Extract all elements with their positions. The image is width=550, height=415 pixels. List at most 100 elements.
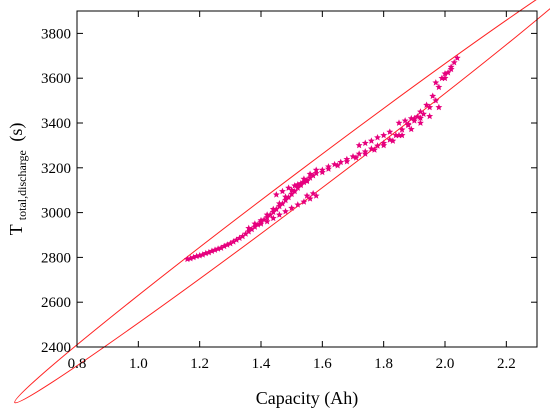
data-point-star [312,166,320,173]
data-point-star [361,150,369,157]
data-point-star [300,198,308,205]
data-point-star [297,179,305,187]
data-point-star [355,141,363,149]
data-point-star [441,70,449,77]
data-point-star [380,131,388,139]
data-point-star [275,202,283,210]
data-point-star [417,114,424,121]
data-point-star [450,58,458,66]
data-point-star [236,234,243,242]
data-point-star [269,208,277,216]
data-point-star [374,133,381,141]
data-point-star [282,193,289,200]
data-point-star [291,182,299,189]
data-point-star [242,230,250,237]
data-point-star [282,207,289,215]
y-tick-label: 2800 [41,250,71,266]
data-point-star [257,216,265,224]
data-point-star [275,200,283,207]
y-axis-label: T total,discharge (s) [6,123,30,236]
data-point-star [217,244,225,251]
y-tick-label: 3400 [41,116,71,132]
data-point-star [229,238,237,245]
y-tick-label: 3600 [41,71,71,87]
data-point-star [223,241,231,248]
data-point-star [303,192,311,199]
data-point-star [309,189,317,197]
data-point-star [282,196,289,204]
data-point-star [325,165,332,172]
data-point-star [269,214,277,222]
ticks-layer: 0.8 1.0 1.2 1.4 1.6 1.8 2.0 2.2 2400 2600 2800 3000… [41,11,537,372]
data-point-star [380,141,388,149]
data-point-star [407,125,415,133]
data-point-star [257,220,265,227]
data-point-star [251,223,259,230]
data-point-star [220,242,228,250]
y-tick-label: 3200 [41,161,71,177]
data-point-star [306,174,314,181]
data-point-star [312,192,320,199]
data-point-star [404,121,412,129]
data-point-star [447,65,455,73]
data-point-star [318,168,326,176]
data-point-star [395,131,403,139]
data-point-star [306,170,314,177]
data-point-star [417,119,424,126]
data-point-star [288,186,296,194]
y-axis-label-unit: (s) [6,123,27,142]
x-tick-label: 1.2 [190,356,209,372]
data-point-star [303,177,311,185]
data-point-star [263,217,271,225]
data-point-star [288,204,296,212]
x-tick-label: 1.8 [374,356,393,372]
x-axis-label: Capacity (Ah) [256,388,358,409]
data-point-star [263,213,271,221]
y-tick-label: 2400 [41,340,71,356]
data-point-star [285,184,293,191]
data-point-star [294,184,302,191]
x-tick-label: 1.4 [252,356,271,372]
data-point-star [239,232,247,240]
data-point-star [429,92,437,100]
data-point-star [337,158,345,166]
data-point-star [269,205,277,213]
plot-frame [76,10,538,348]
data-point-star [245,228,253,235]
data-point-star [386,128,394,135]
data-point-star [263,211,271,218]
data-point-star [432,79,440,86]
data-point-star [410,117,418,124]
data-point-star [352,154,360,161]
data-point-star [343,157,351,165]
data-point-star [294,201,302,208]
data-point-star [426,103,434,111]
plot-layer [14,0,550,404]
x-tick-label: 2.2 [497,356,516,372]
data-point-star [279,187,286,195]
data-point-star [395,119,403,126]
data-point-star [401,117,409,124]
data-point-star [374,142,381,149]
data-point-star [432,97,440,104]
data-point-star [226,239,234,247]
x-tick-label: 0.8 [68,356,87,372]
data-point-star [288,190,296,198]
data-point-star [435,103,443,111]
data-point-star [361,139,369,147]
data-point-star [426,112,434,120]
y-tick-label: 2600 [41,295,71,311]
data-point-star [367,137,375,144]
data-point-star [251,220,259,227]
data-point-star [205,248,213,256]
y-tick-label: 3800 [41,26,71,42]
data-point-star [233,236,240,243]
data-point-star [389,137,397,144]
data-point-star [453,54,461,61]
data-point-star [334,161,342,169]
data-point-star [398,126,406,133]
x-tick-label: 1.6 [313,356,332,372]
data-point-star [371,146,378,153]
data-point-star [275,211,283,218]
data-point-star [312,169,320,177]
